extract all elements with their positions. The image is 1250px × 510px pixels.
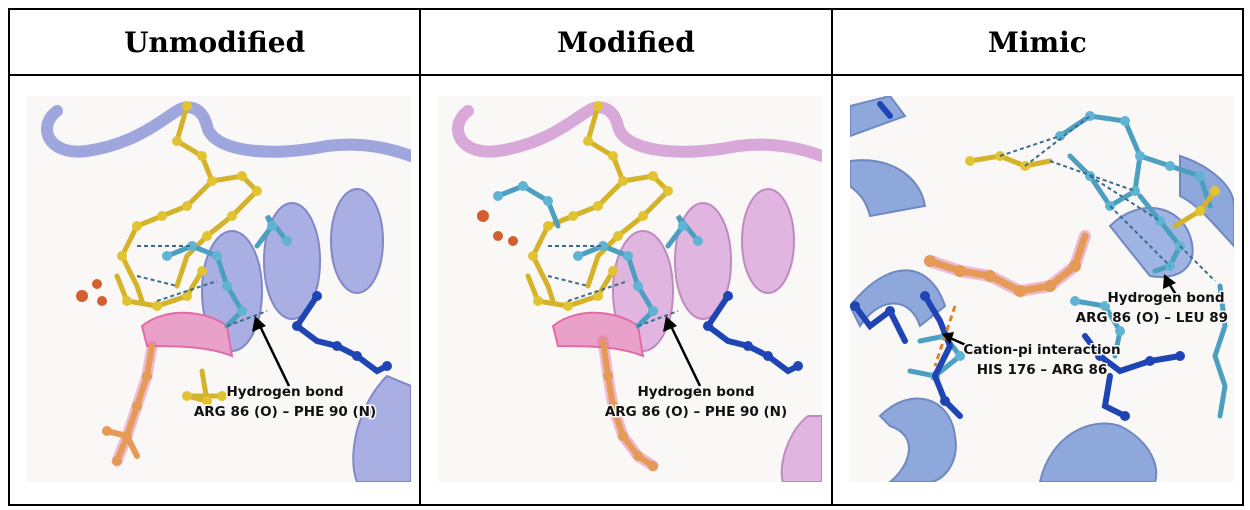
column-title-modified: Modified — [419, 8, 833, 76]
annotation-cation-pi-interaction: Cation-pi interaction — [963, 342, 1120, 358]
cell-unmodified: Hydrogen bond ARG 86 (O) – PHE 90 (N) — [7, 74, 422, 506]
cell-modified: Hydrogen bond ARG 86 (O) – PHE 90 (N) — [419, 74, 833, 506]
orange-red-group — [76, 279, 107, 306]
protein-ribbon — [41, 101, 411, 162]
annotation-residue-pair-cation-pi: HIS 176 – ARG 86 — [976, 362, 1107, 378]
structure-image-modified: Hydrogen bond ARG 86 (O) – PHE 90 (N) — [438, 96, 823, 482]
arrowhead-icon — [663, 316, 678, 332]
annotation-hydrogen-bond: Hydrogen bond — [226, 384, 343, 400]
protein-ribbon — [452, 101, 823, 162]
column-title-unmodified: Unmodified — [7, 8, 422, 76]
arrowhead-icon — [1162, 274, 1176, 289]
annotation-residue-pair: ARG 86 (O) – PHE 90 (N) — [605, 404, 787, 420]
structure-image-unmodified: Hydrogen bond ARG 86 (O) – PHE 90 (N) — [27, 96, 411, 482]
orange-red-group — [477, 210, 519, 246]
cell-mimic: Hydrogen bond ARG 86 (O) – LEU 89 (N) Ca… — [830, 74, 1245, 506]
hydrogen-bond-dashes — [548, 245, 679, 327]
annotation-hydrogen-bond: Hydrogen bond — [638, 384, 755, 400]
annotation-arrow — [669, 323, 702, 387]
dark-blue-residue — [704, 293, 802, 375]
highlighted-segment — [140, 311, 234, 358]
annotation-hydrogen-bond: Hydrogen bond — [1107, 290, 1224, 306]
highlighted-segment — [552, 311, 645, 358]
annotation-arrow — [257, 323, 291, 387]
annotation-arrow — [949, 336, 969, 348]
figure-table: Unmodified Modified Mimic — [7, 8, 1245, 506]
structure-image-mimic: Hydrogen bond ARG 86 (O) – LEU 89 (N) Ca… — [849, 96, 1234, 482]
annotation-residue-pair: ARG 86 (O) – LEU 89 (N) — [1075, 310, 1233, 326]
hydrogen-bond-dashes — [136, 245, 268, 327]
arrowhead-icon — [252, 316, 266, 332]
image-row: Hydrogen bond ARG 86 (O) – PHE 90 (N) — [7, 74, 1245, 506]
annotation-residue-pair: ARG 86 (O) – PHE 90 (N) — [194, 404, 376, 420]
column-title-mimic: Mimic — [830, 8, 1245, 76]
header-row: Unmodified Modified Mimic — [7, 8, 1245, 76]
hydrogen-bond-dashes — [999, 115, 1216, 282]
dark-blue-residue — [292, 293, 390, 375]
arrowhead-icon — [941, 332, 954, 344]
